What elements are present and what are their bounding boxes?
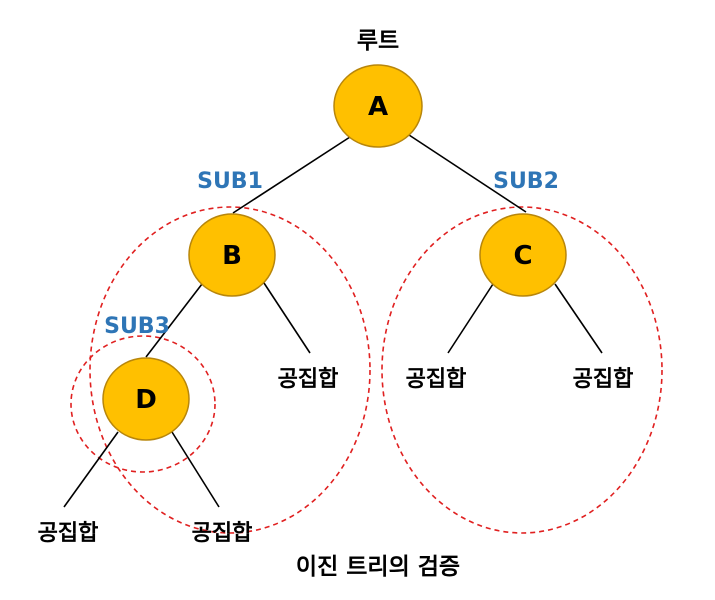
subtree-sub2-outline [381, 206, 663, 534]
diagram-caption: 이진 트리의 검증 [296, 554, 460, 580]
empty-leaf-d-left: 공집합 [38, 520, 99, 546]
sub2-label: SUB2 [493, 169, 559, 194]
sub1-label: SUB1 [197, 169, 263, 194]
empty-leaf-c-left: 공집합 [406, 366, 467, 392]
node-c: C [479, 213, 567, 297]
edge-a-b [232, 136, 351, 214]
edge-c-empty-right [554, 283, 603, 354]
edge-d-empty-right [171, 431, 220, 508]
edge-d-empty-left [63, 431, 119, 508]
node-c-label: C [513, 241, 532, 271]
subtree-sub1-outline [89, 206, 371, 534]
empty-leaf-d-right: 공집합 [192, 520, 253, 546]
node-d-label: D [135, 385, 157, 415]
edge-c-empty-left [447, 283, 494, 354]
node-b: B [188, 213, 276, 297]
sub3-label: SUB3 [104, 314, 170, 339]
node-a-label: A [368, 92, 388, 122]
node-d: D [102, 357, 190, 441]
node-a: A [333, 64, 423, 148]
edge-b-empty [263, 282, 311, 354]
edge-a-c [405, 132, 527, 213]
empty-leaf-b-right: 공집합 [278, 366, 339, 392]
node-b-label: B [222, 241, 242, 271]
subtree-sub3-outline [70, 335, 216, 473]
empty-leaf-c-right: 공집합 [573, 366, 634, 392]
edge-b-d [145, 283, 203, 358]
root-title: 루트 [357, 28, 399, 54]
